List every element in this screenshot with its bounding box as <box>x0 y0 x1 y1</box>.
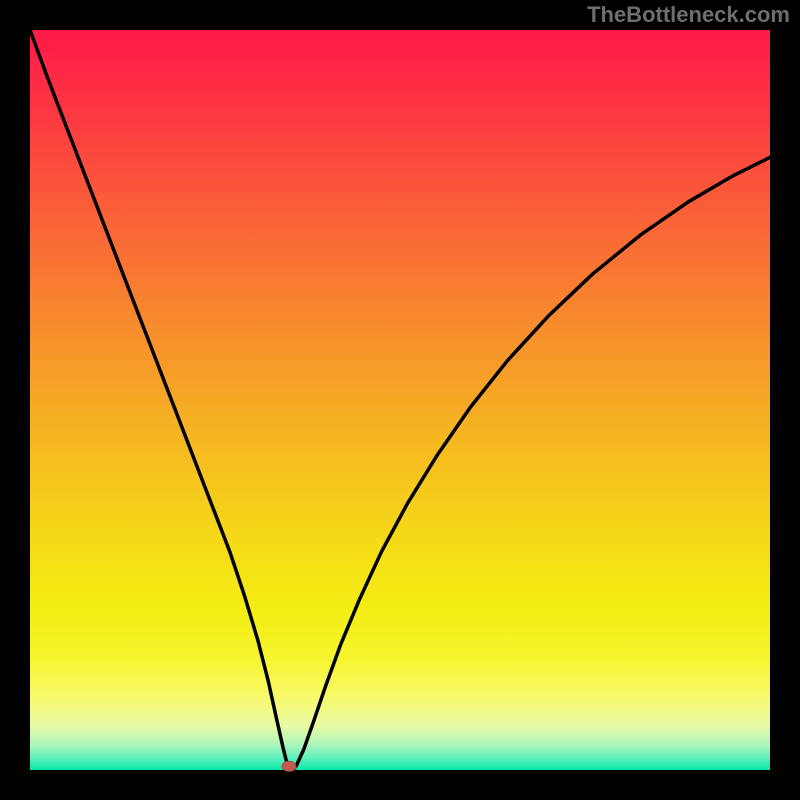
watermark-text: TheBottleneck.com <box>587 2 790 28</box>
chart-wrapper: TheBottleneck.com <box>0 0 800 800</box>
optimum-marker <box>282 761 296 771</box>
plot-gradient-background <box>30 30 770 770</box>
bottleneck-curve-chart <box>0 0 800 800</box>
